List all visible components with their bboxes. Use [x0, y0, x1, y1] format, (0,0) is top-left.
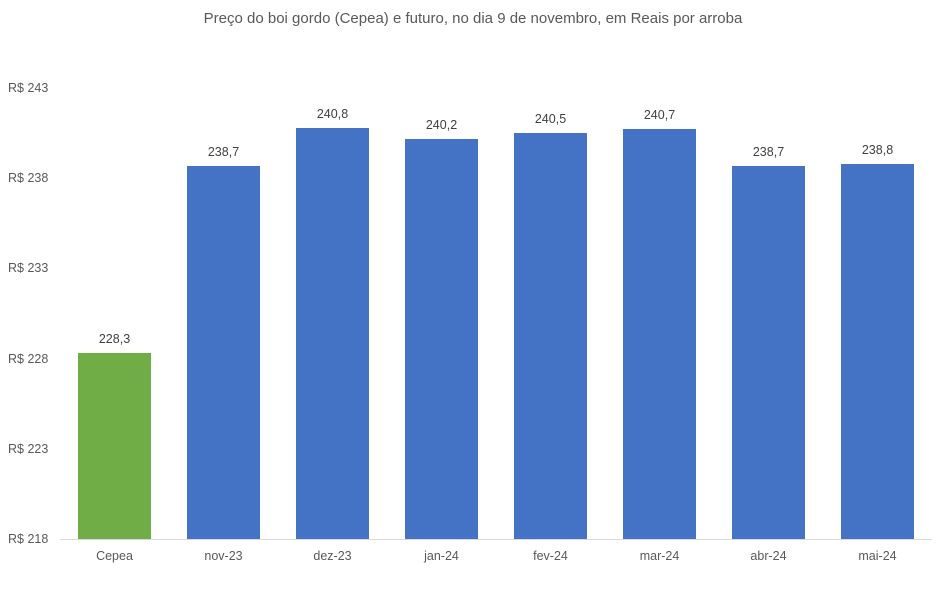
bar-mai-24: [841, 163, 914, 539]
bar-mar-24: [623, 129, 696, 539]
data-label: 238,7: [207, 144, 240, 159]
x-tick-label: fev-24: [533, 549, 568, 563]
bar-jan-24: [405, 138, 478, 539]
bar-abr-24: [732, 165, 805, 539]
x-tick-label: Cepea: [96, 549, 133, 563]
data-label: 240,5: [534, 112, 567, 127]
chart-title: Preço do boi gordo (Cepea) e futuro, no …: [203, 10, 743, 27]
x-tick-label: abr-24: [750, 549, 787, 563]
data-label: 240,7: [643, 108, 676, 123]
data-label: 238,7: [752, 144, 785, 159]
y-tick-label: R$ 223: [8, 441, 49, 456]
data-label: 238,8: [861, 142, 894, 157]
y-tick-label: R$ 233: [8, 261, 49, 276]
x-tick-label: mar-24: [639, 549, 680, 563]
bar-nov-23: [187, 165, 260, 539]
x-axis-line: [60, 539, 932, 540]
y-tick-label: R$ 228: [8, 351, 49, 366]
y-tick-label: R$ 218: [8, 532, 49, 546]
x-tick-label: jan-24: [424, 549, 459, 563]
x-tick-label: nov-23: [204, 549, 243, 563]
y-tick-label: R$ 243: [8, 81, 49, 95]
bar-dez-23: [296, 127, 369, 539]
data-label: 240,8: [316, 106, 349, 121]
x-tick-label: mai-24: [858, 549, 897, 563]
x-tick-label: dez-23: [313, 549, 352, 563]
bar-cepea: [78, 353, 151, 539]
data-label: 228,3: [98, 332, 131, 347]
y-tick-label: R$ 238: [8, 171, 49, 186]
data-label: 240,2: [425, 117, 458, 132]
bar-fev-24: [514, 133, 587, 539]
